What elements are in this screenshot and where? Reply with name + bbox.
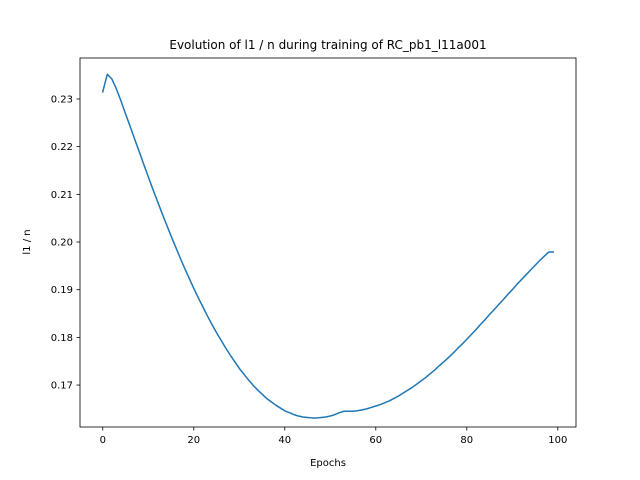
y-tick-label: 0.23: [51, 95, 73, 106]
y-tick-label: 0.17: [51, 381, 73, 392]
y-tick-label: 0.22: [51, 142, 73, 153]
y-tick-label: 0.20: [51, 238, 73, 249]
x-axis-label: Epochs: [310, 458, 346, 469]
plot-area: 0 20 40 60 80 100 0.17 0.18 0.19 0.20 0.21 0.22 0.23: [51, 57, 577, 446]
y-tick-label: 0.21: [51, 190, 73, 201]
chart-title: Evolution of l1 / n during training of R…: [169, 38, 486, 52]
x-tick-label: 60: [369, 435, 382, 446]
y-axis-label: l1 / n: [22, 229, 33, 254]
x-tick-label: 100: [548, 435, 567, 446]
y-tick-label: 0.19: [51, 285, 73, 296]
series-line-0: [101, 73, 554, 419]
x-tick-label: 40: [278, 435, 291, 446]
axes-frame: [79, 57, 577, 428]
y-tick-label: 0.18: [51, 333, 73, 344]
x-tick-label: 80: [460, 435, 473, 446]
x-tick-label: 0: [100, 435, 106, 446]
x-tick-label: 20: [187, 435, 200, 446]
